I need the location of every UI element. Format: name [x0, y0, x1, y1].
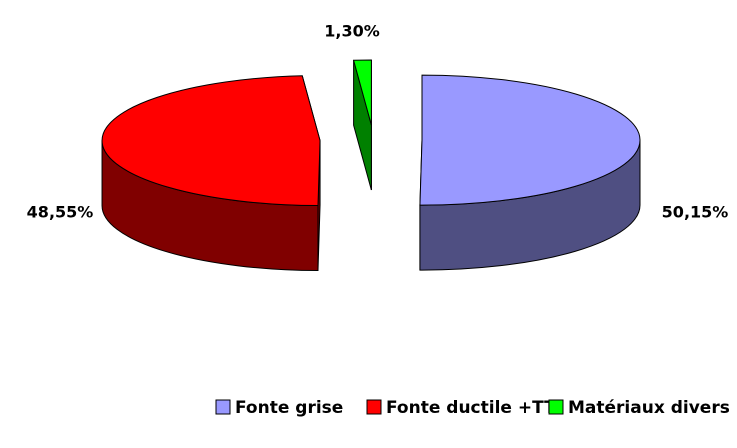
pie-slice — [352, 59, 372, 126]
pie-slice — [419, 74, 641, 206]
legend-swatch — [548, 399, 564, 415]
data-label: 48,55% — [27, 203, 94, 222]
legend-label: Fonte grise — [235, 398, 343, 418]
data-label: 50,15% — [662, 203, 729, 222]
legend-label: Matériaux divers — [568, 398, 730, 418]
pie-slice — [101, 75, 321, 207]
legend-swatch — [366, 399, 382, 415]
data-label: 1,30% — [324, 22, 380, 41]
legend-label: Fonte ductile +TT — [386, 398, 556, 418]
legend-swatch — [215, 399, 231, 415]
